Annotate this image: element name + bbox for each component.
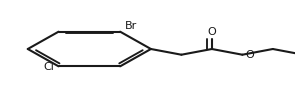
Text: Br: Br [125,21,137,31]
Text: O: O [246,50,255,60]
Text: O: O [207,27,216,37]
Text: Cl: Cl [43,62,54,72]
